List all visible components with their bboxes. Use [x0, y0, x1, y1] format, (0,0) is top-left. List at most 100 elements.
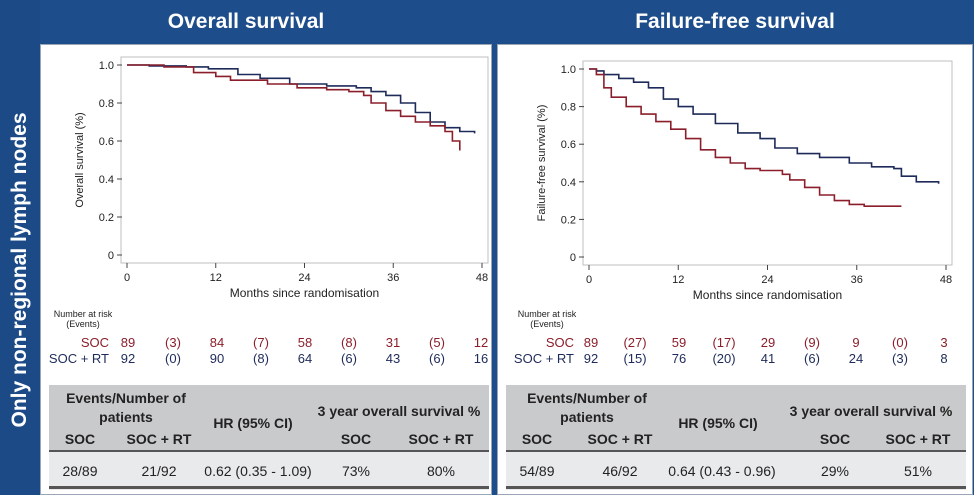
td-events-soc: 28/89 — [62, 463, 98, 479]
risk-rt-0: 92 — [583, 351, 599, 366]
table-bottom-rule — [49, 486, 489, 489]
y-tick-label: 0.4 — [99, 174, 114, 186]
y-axis-label: Failure-free survival (%) — [536, 105, 548, 222]
x-tick-label: 48 — [940, 274, 952, 286]
risk-soc-3: (7) — [253, 335, 269, 350]
risk-rt-6: 24 — [848, 351, 864, 366]
risk-soc-4: 29 — [760, 335, 776, 350]
risk-soc-1: (27) — [623, 335, 647, 350]
risk-rt-3: (8) — [253, 351, 269, 366]
risk-rt-0: 92 — [120, 351, 136, 366]
th-soc-rt: SOC + RT — [126, 431, 192, 447]
th-surv-soc: SOC — [340, 431, 372, 447]
risk-rt-8: 16 — [473, 351, 489, 366]
risk-header-line2: (Events) — [66, 319, 100, 329]
risk-rt-6: 43 — [385, 351, 401, 366]
risk-label-soc-rt: SOC + RT — [48, 351, 109, 366]
risk-rt-1: (15) — [623, 351, 647, 366]
x-tick-label: 0 — [586, 274, 592, 286]
risk-soc-3: (17) — [712, 335, 736, 350]
panel-failure-free-survival: 0 0.2 0.4 0.6 0.8 1.0 0 12 24 36 48 Months since ra… — [497, 44, 973, 495]
km-curve-soc-rt — [127, 64, 476, 134]
y-tick-label: 0.8 — [99, 98, 114, 110]
risk-soc-1: (3) — [165, 335, 181, 350]
plot-frame — [582, 60, 953, 266]
y-tick-label: 0.6 — [561, 139, 576, 151]
th-soc: SOC — [521, 431, 553, 447]
risk-rt-7: (3) — [892, 351, 908, 366]
td-hr: 0.64 (0.43 - 0.96) — [668, 463, 776, 479]
x-axis-label: Months since randomisation — [693, 288, 842, 302]
risk-label-soc-rt: SOC + RT — [513, 351, 574, 366]
risk-soc-4: 58 — [297, 335, 313, 350]
risk-header: Number at risk (Events) — [41, 309, 125, 329]
x-tick-label: 36 — [851, 274, 863, 286]
th-soc: SOC — [64, 431, 96, 447]
x-tick-label: 24 — [761, 274, 773, 286]
y-tick-label: 0.2 — [561, 214, 576, 226]
risk-soc-2: 84 — [209, 335, 225, 350]
x-tick-label: 36 — [387, 272, 399, 284]
panel-title-ffs: Failure-free survival — [635, 10, 835, 33]
km-curve-soc-rt — [589, 68, 940, 184]
x-axis-label: Months since randomisation — [230, 286, 379, 300]
y-tick-label: 1.0 — [99, 60, 114, 72]
risk-rt-7: (6) — [429, 351, 445, 366]
td-events-soc-rt: 21/92 — [141, 463, 177, 479]
y-tick-label: 0 — [570, 252, 576, 264]
x-tick-label: 0 — [124, 272, 130, 284]
results-table-os: Events/Number of patients HR (95% CI) 3 … — [49, 385, 489, 490]
risk-rt-2: 76 — [671, 351, 687, 366]
th-surv-soc: SOC — [819, 431, 851, 447]
risk-soc-5: (9) — [804, 335, 820, 350]
risk-label-soc: SOC — [545, 335, 574, 350]
td-events-soc: 54/89 — [519, 463, 555, 479]
th-events: Events/Number of patients — [66, 390, 186, 425]
td-events-soc-rt: 46/92 — [602, 463, 638, 479]
risk-rt-4: 64 — [297, 351, 313, 366]
risk-soc-8: 3 — [940, 335, 948, 350]
risk-soc-7: (0) — [892, 335, 908, 350]
risk-rt-4: 41 — [760, 351, 776, 366]
sidebar-text: Only non-regional lymph nodes — [8, 112, 31, 428]
td-hr: 0.62 (0.35 - 1.09) — [204, 463, 312, 479]
y-tick-label: 0.2 — [99, 212, 114, 224]
ffs-chart: 0 0.2 0.4 0.6 0.8 1.0 0 12 24 36 48 Months since ra… — [536, 60, 953, 302]
table-bottom-rule — [506, 486, 966, 489]
risk-header-line2: (Events) — [530, 319, 564, 329]
th-surv-soc-rt: SOC + RT — [408, 431, 474, 447]
y-tick-label: 0.8 — [561, 102, 576, 114]
risk-header-line1: Number at risk — [517, 309, 577, 319]
th-surv: 3 year overall survival % — [789, 403, 953, 419]
table-separator — [49, 450, 489, 452]
th-surv-soc-rt: SOC + RT — [885, 431, 951, 447]
th-hr: HR (95% CI) — [678, 415, 758, 431]
risk-soc-5: (8) — [341, 335, 357, 350]
results-table-ffs: Events/Number of patients HR (95% CI) 3 … — [506, 385, 966, 490]
td-surv-soc-rt: 51% — [903, 463, 933, 479]
y-tick-label: 0.4 — [561, 177, 576, 189]
x-tick-label: 12 — [672, 274, 684, 286]
risk-label-soc: SOC — [80, 335, 109, 350]
risk-soc-8: 12 — [473, 335, 489, 350]
th-soc-rt: SOC + RT — [587, 431, 653, 447]
risk-soc-0: 89 — [120, 335, 136, 350]
risk-rt-2: 90 — [209, 351, 225, 366]
y-axis-label: Overall survival (%) — [74, 112, 86, 207]
panel-overall-survival: 0 0.2 0.4 0.6 0.8 1.0 0 12 24 36 48 Months since ra… — [40, 44, 492, 495]
risk-rt-1: (0) — [165, 351, 181, 366]
table-header-bg — [506, 385, 966, 450]
risk-rt-5: (6) — [804, 351, 820, 366]
risk-rt-3: (20) — [712, 351, 736, 366]
x-tick-label: 24 — [298, 272, 310, 284]
risk-soc-7: (5) — [429, 335, 445, 350]
y-tick-label: 0 — [108, 250, 114, 262]
th-events: Events/Number of patients — [527, 390, 647, 425]
td-surv-soc-rt: 80% — [426, 463, 456, 479]
risk-header-line1: Number at risk — [53, 309, 113, 319]
table-header-bg — [49, 385, 489, 450]
risk-rt-5: (6) — [341, 351, 357, 366]
table-separator — [506, 450, 966, 452]
x-tick-label: 12 — [210, 272, 222, 284]
risk-rt-8: 8 — [940, 351, 948, 366]
